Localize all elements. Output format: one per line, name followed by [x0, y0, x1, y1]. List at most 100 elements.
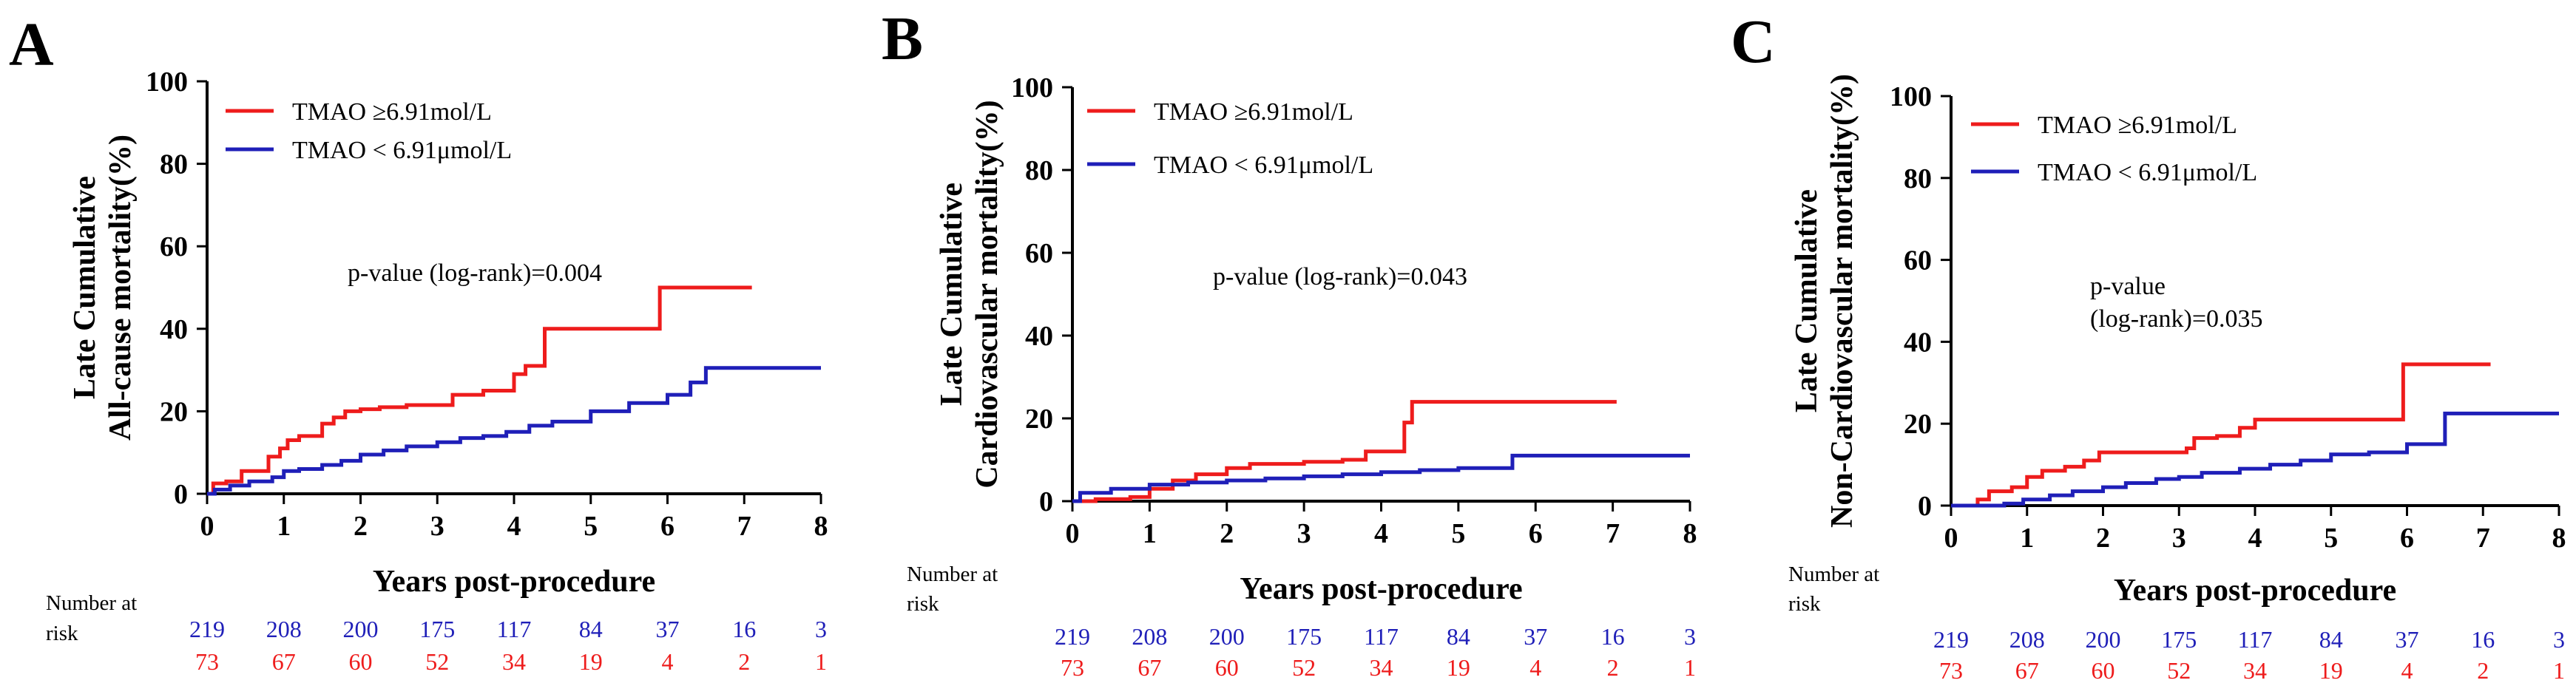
y-axis-title-line1: Late Cumulative [1790, 189, 1824, 412]
risk-count-low-tmao: 117 [2238, 626, 2273, 653]
risk-count-low-tmao: 200 [2086, 626, 2121, 653]
x-tick-label: 3 [430, 511, 444, 542]
y-tick-label: 0 [1918, 491, 1932, 522]
x-axis-title: Years post-procedure [373, 565, 655, 599]
y-tick-label: 60 [1025, 238, 1053, 269]
risk-count-high-tmao: 2 [738, 648, 750, 675]
risk-count-high-tmao: 52 [425, 648, 449, 675]
y-tick-label: 60 [1904, 245, 1932, 276]
y-tick-label: 80 [1904, 163, 1932, 194]
risk-count-low-tmao: 16 [732, 616, 756, 642]
risk-count-high-tmao: 52 [2167, 657, 2191, 684]
risk-count-low-tmao: 16 [2471, 626, 2495, 653]
p-value-annotation: p-value (log-rank)=0.004 [348, 259, 602, 287]
x-axis-title: Years post-procedure [2114, 574, 2396, 608]
y-tick-label: 40 [160, 314, 188, 345]
risk-count-high-tmao: 73 [195, 648, 219, 675]
x-tick-label: 0 [200, 511, 214, 542]
risk-count-high-tmao: 52 [1292, 654, 1316, 681]
x-tick-label: 4 [507, 511, 521, 542]
risk-count-low-tmao: 37 [2396, 626, 2419, 653]
x-tick-label: 7 [2476, 523, 2490, 554]
x-tick-label: 5 [2324, 523, 2338, 554]
risk-count-low-tmao: 175 [2161, 626, 2197, 653]
y-tick-label: 60 [160, 231, 188, 262]
risk-table-header: risk [907, 592, 939, 616]
x-tick-label: 3 [2172, 523, 2186, 554]
x-tick-label: 3 [1297, 518, 1311, 549]
y-tick-label: 0 [1039, 486, 1053, 517]
x-tick-label: 7 [1606, 518, 1620, 549]
p-value-annotation: p-value (log-rank)=0.043 [1213, 263, 1467, 290]
x-tick-label: 0 [1066, 518, 1080, 549]
y-tick-label: 100 [1890, 81, 1932, 112]
risk-count-high-tmao: 4 [1529, 654, 1541, 681]
risk-count-high-tmao: 60 [349, 648, 373, 675]
risk-count-high-tmao: 34 [2243, 657, 2267, 684]
y-axis-title-line2: Non-Cardiovascular mortality(%) [1825, 74, 1859, 528]
x-tick-label: 1 [2020, 523, 2034, 554]
x-tick-label: 6 [2400, 523, 2414, 554]
risk-count-low-tmao: 84 [579, 616, 603, 642]
risk-table-header: risk [1788, 592, 1821, 616]
x-tick-label: 1 [1143, 518, 1157, 549]
risk-count-high-tmao: 4 [2401, 657, 2413, 684]
y-tick-label: 100 [146, 67, 188, 98]
risk-count-high-tmao: 34 [502, 648, 526, 675]
x-tick-label: 8 [2552, 523, 2566, 554]
panel-label: B [882, 4, 923, 73]
y-tick-label: 100 [1011, 72, 1053, 103]
x-tick-label: 4 [2248, 523, 2262, 554]
legend-label: TMAO < 6.91μmol/L [292, 137, 512, 164]
x-axis-title: Years post-procedure [1240, 572, 1522, 606]
y-tick-label: 20 [160, 396, 188, 427]
risk-count-low-tmao: 208 [2009, 626, 2045, 653]
x-tick-label: 2 [354, 511, 368, 542]
legend-label: TMAO < 6.91μmol/L [2038, 159, 2257, 186]
risk-count-high-tmao: 67 [2015, 657, 2039, 684]
risk-table-header: Number at [1788, 563, 1879, 586]
legend-label: TMAO ≥6.91mol/L [2038, 112, 2237, 139]
x-tick-label: 2 [1220, 518, 1234, 549]
risk-count-high-tmao: 19 [579, 648, 603, 675]
p-value-annotation: p-value [2090, 273, 2166, 300]
x-tick-label: 2 [2096, 523, 2110, 554]
risk-count-high-tmao: 60 [1215, 654, 1239, 681]
risk-count-high-tmao: 60 [2092, 657, 2115, 684]
p-value-annotation: (log-rank)=0.035 [2090, 305, 2263, 333]
series-line-low-tmao [207, 366, 821, 496]
risk-table-header: risk [46, 622, 78, 645]
series-line-low-tmao [1072, 453, 1690, 503]
legend-label: TMAO ≥6.91mol/L [292, 98, 492, 126]
risk-count-low-tmao: 84 [2319, 626, 2343, 653]
legend-label: TMAO ≥6.91mol/L [1154, 98, 1353, 126]
y-axis-title-line1: Late Cumulative [68, 176, 102, 399]
x-tick-label: 1 [277, 511, 291, 542]
risk-count-high-tmao: 73 [1061, 654, 1084, 681]
risk-count-high-tmao: 1 [2553, 657, 2565, 684]
y-tick-label: 20 [1904, 409, 1932, 440]
risk-count-low-tmao: 200 [343, 616, 379, 642]
y-tick-label: 20 [1025, 404, 1053, 435]
y-tick-label: 0 [174, 479, 188, 510]
x-tick-label: 6 [1529, 518, 1543, 549]
risk-count-high-tmao: 19 [2319, 657, 2343, 684]
risk-table-header: Number at [46, 591, 137, 615]
risk-count-low-tmao: 3 [2553, 626, 2565, 653]
x-tick-label: 7 [737, 511, 751, 542]
risk-count-high-tmao: 1 [1684, 654, 1696, 681]
risk-count-low-tmao: 219 [1933, 626, 1969, 653]
risk-count-low-tmao: 175 [419, 616, 455, 642]
risk-count-low-tmao: 200 [1209, 623, 1245, 650]
x-tick-label: 6 [660, 511, 675, 542]
risk-count-low-tmao: 219 [1055, 623, 1090, 650]
legend-label: TMAO < 6.91μmol/L [1154, 152, 1373, 179]
risk-count-low-tmao: 3 [1684, 623, 1696, 650]
panel-label: A [9, 10, 54, 79]
series-line-low-tmao [1951, 411, 2559, 508]
risk-count-low-tmao: 208 [1132, 623, 1167, 650]
risk-count-low-tmao: 3 [815, 616, 827, 642]
risk-table-header: Number at [907, 563, 998, 586]
